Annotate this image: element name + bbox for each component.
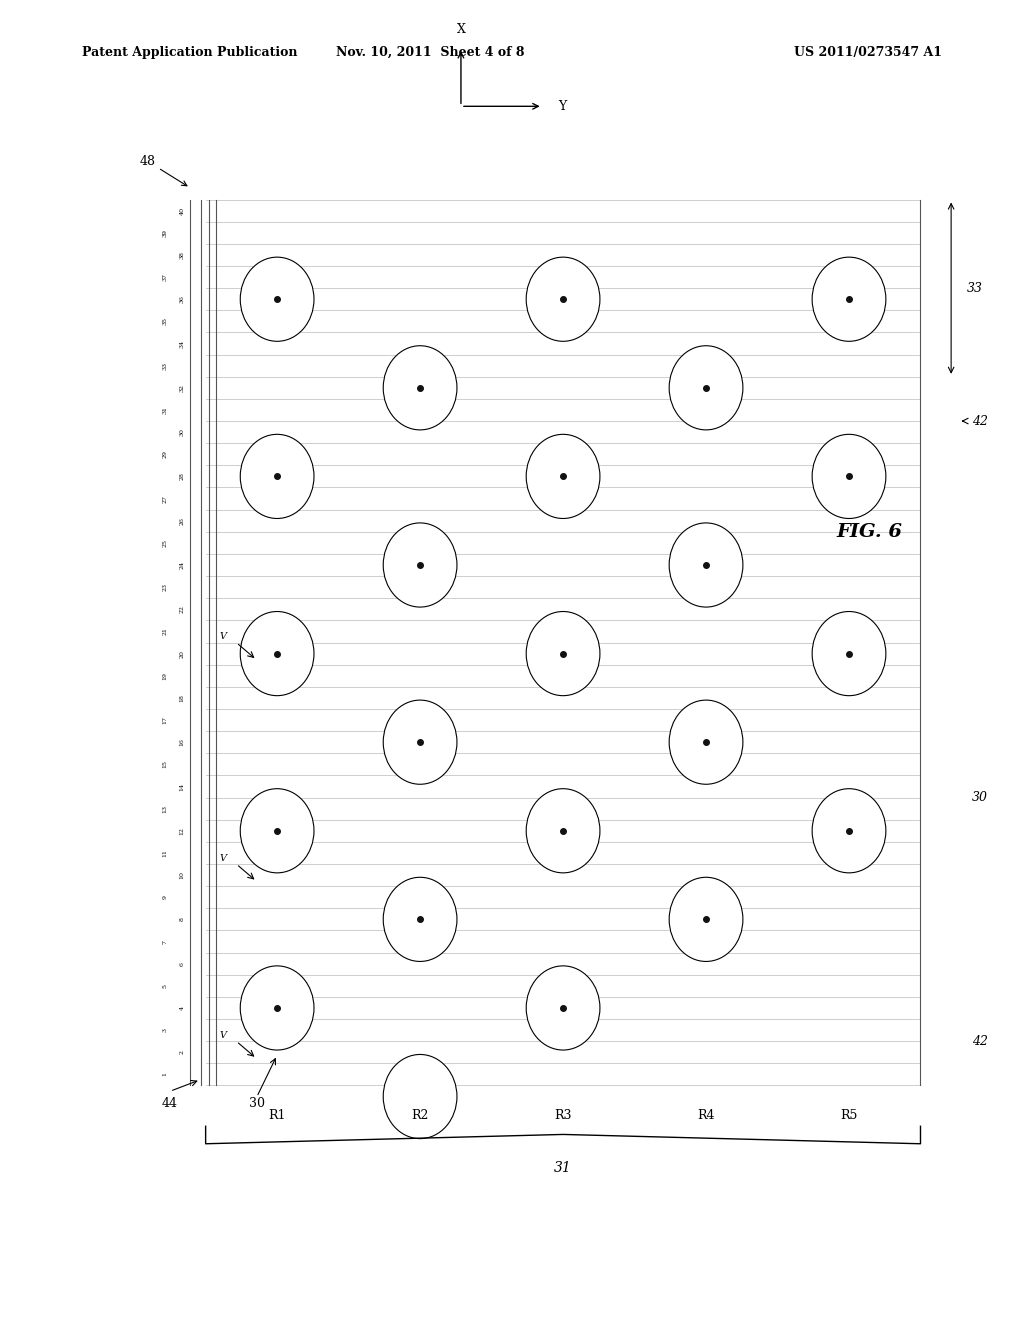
Circle shape xyxy=(383,523,457,607)
Circle shape xyxy=(383,878,457,961)
Text: 32: 32 xyxy=(179,384,184,392)
Text: 5: 5 xyxy=(162,983,167,987)
Circle shape xyxy=(526,434,600,519)
Text: 42: 42 xyxy=(972,414,987,428)
Text: Nov. 10, 2011  Sheet 4 of 8: Nov. 10, 2011 Sheet 4 of 8 xyxy=(336,46,524,59)
Text: 48: 48 xyxy=(139,154,187,186)
Text: 31: 31 xyxy=(162,407,167,414)
Text: 35: 35 xyxy=(162,317,167,325)
Text: 8: 8 xyxy=(179,917,184,921)
Text: 31: 31 xyxy=(554,1162,572,1175)
Circle shape xyxy=(812,434,886,519)
Text: 7: 7 xyxy=(162,940,167,944)
Circle shape xyxy=(241,788,314,873)
Text: 14: 14 xyxy=(179,783,184,791)
Text: 44: 44 xyxy=(162,1097,178,1110)
Text: 1: 1 xyxy=(162,1072,167,1076)
Text: FIG. 6: FIG. 6 xyxy=(837,523,902,541)
Text: 34: 34 xyxy=(179,339,184,347)
Circle shape xyxy=(241,966,314,1049)
Text: 42: 42 xyxy=(972,1035,987,1048)
Text: R1: R1 xyxy=(268,1109,286,1122)
Text: V: V xyxy=(219,1031,226,1040)
Text: 24: 24 xyxy=(179,561,184,569)
Text: Patent Application Publication: Patent Application Publication xyxy=(82,46,297,59)
Text: 11: 11 xyxy=(162,849,167,857)
Circle shape xyxy=(812,257,886,342)
Text: 39: 39 xyxy=(162,228,167,236)
Circle shape xyxy=(526,788,600,873)
Text: 30: 30 xyxy=(972,791,987,804)
Text: 10: 10 xyxy=(179,871,184,879)
Text: R4: R4 xyxy=(697,1109,715,1122)
Text: 33: 33 xyxy=(162,362,167,370)
Text: X: X xyxy=(457,24,465,37)
Text: 20: 20 xyxy=(179,649,184,657)
Text: 13: 13 xyxy=(162,805,167,813)
Text: 22: 22 xyxy=(179,606,184,614)
Text: 4: 4 xyxy=(179,1006,184,1010)
Circle shape xyxy=(383,346,457,430)
Text: 28: 28 xyxy=(179,473,184,480)
Circle shape xyxy=(812,788,886,873)
Text: 30: 30 xyxy=(249,1097,264,1110)
Text: 36: 36 xyxy=(179,296,184,304)
Circle shape xyxy=(383,700,457,784)
Text: 17: 17 xyxy=(162,715,167,725)
Text: 40: 40 xyxy=(179,206,184,215)
Text: 6: 6 xyxy=(179,962,184,966)
Text: 9: 9 xyxy=(162,895,167,899)
Text: Y: Y xyxy=(558,100,566,112)
Circle shape xyxy=(241,611,314,696)
Circle shape xyxy=(669,700,742,784)
Circle shape xyxy=(241,434,314,519)
Text: 33: 33 xyxy=(967,281,982,294)
Text: 16: 16 xyxy=(179,738,184,746)
Text: 38: 38 xyxy=(179,251,184,259)
Circle shape xyxy=(526,966,600,1049)
Circle shape xyxy=(812,611,886,696)
Text: 19: 19 xyxy=(162,672,167,680)
Circle shape xyxy=(526,611,600,696)
Text: R5: R5 xyxy=(841,1109,858,1122)
Text: 29: 29 xyxy=(162,450,167,458)
Circle shape xyxy=(241,257,314,342)
Text: 18: 18 xyxy=(179,694,184,702)
Text: 26: 26 xyxy=(179,516,184,524)
Text: R3: R3 xyxy=(554,1109,571,1122)
Text: V: V xyxy=(219,632,226,642)
Text: 23: 23 xyxy=(162,583,167,591)
Text: 12: 12 xyxy=(179,826,184,834)
Text: 21: 21 xyxy=(162,627,167,635)
Circle shape xyxy=(669,878,742,961)
Text: 15: 15 xyxy=(162,760,167,768)
Text: V: V xyxy=(219,854,226,863)
Circle shape xyxy=(669,346,742,430)
Text: 30: 30 xyxy=(179,428,184,436)
Text: 25: 25 xyxy=(162,539,167,546)
Text: 37: 37 xyxy=(162,273,167,281)
Circle shape xyxy=(669,523,742,607)
Circle shape xyxy=(383,1055,457,1139)
Text: US 2011/0273547 A1: US 2011/0273547 A1 xyxy=(794,46,942,59)
Text: 3: 3 xyxy=(162,1028,167,1032)
Text: 27: 27 xyxy=(162,495,167,503)
Text: 2: 2 xyxy=(179,1051,184,1055)
Circle shape xyxy=(526,257,600,342)
Text: R2: R2 xyxy=(412,1109,429,1122)
